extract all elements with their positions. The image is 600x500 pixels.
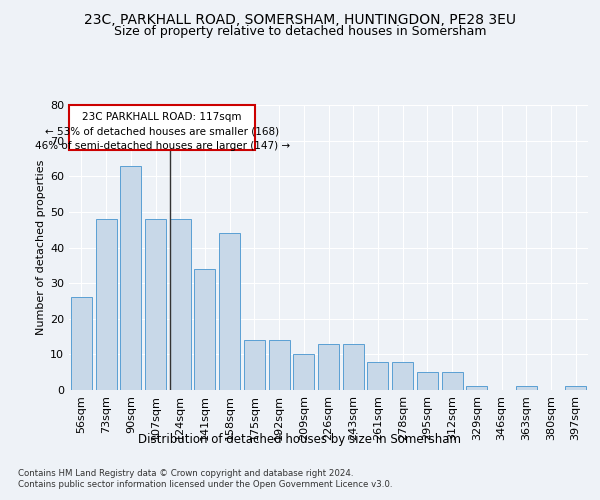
Text: Size of property relative to detached houses in Somersham: Size of property relative to detached ho… [114, 25, 486, 38]
Bar [170, 219, 191, 390]
Bar [194, 269, 215, 390]
Bar [392, 362, 413, 390]
Text: Distribution of detached houses by size in Somersham: Distribution of detached houses by size … [139, 432, 461, 446]
Text: 23C, PARKHALL ROAD, SOMERSHAM, HUNTINGDON, PE28 3EU: 23C, PARKHALL ROAD, SOMERSHAM, HUNTINGDO… [84, 12, 516, 26]
Bar [516, 386, 537, 390]
Bar [367, 362, 388, 390]
Bar [565, 386, 586, 390]
Y-axis label: Number of detached properties: Number of detached properties [36, 160, 46, 335]
Bar [318, 344, 339, 390]
Bar [95, 219, 116, 390]
Bar [145, 219, 166, 390]
Text: 46% of semi-detached houses are larger (147) →: 46% of semi-detached houses are larger (… [35, 140, 290, 150]
Bar [442, 372, 463, 390]
Bar [466, 386, 487, 390]
Text: Contains HM Land Registry data © Crown copyright and database right 2024.: Contains HM Land Registry data © Crown c… [18, 469, 353, 478]
FancyBboxPatch shape [70, 105, 255, 150]
Bar [71, 298, 92, 390]
Text: 23C PARKHALL ROAD: 117sqm: 23C PARKHALL ROAD: 117sqm [82, 112, 242, 122]
Bar [417, 372, 438, 390]
Bar [219, 233, 240, 390]
Bar [269, 340, 290, 390]
Bar [244, 340, 265, 390]
Bar [343, 344, 364, 390]
Bar [120, 166, 141, 390]
Bar [293, 354, 314, 390]
Text: Contains public sector information licensed under the Open Government Licence v3: Contains public sector information licen… [18, 480, 392, 489]
Text: ← 53% of detached houses are smaller (168): ← 53% of detached houses are smaller (16… [45, 126, 279, 136]
